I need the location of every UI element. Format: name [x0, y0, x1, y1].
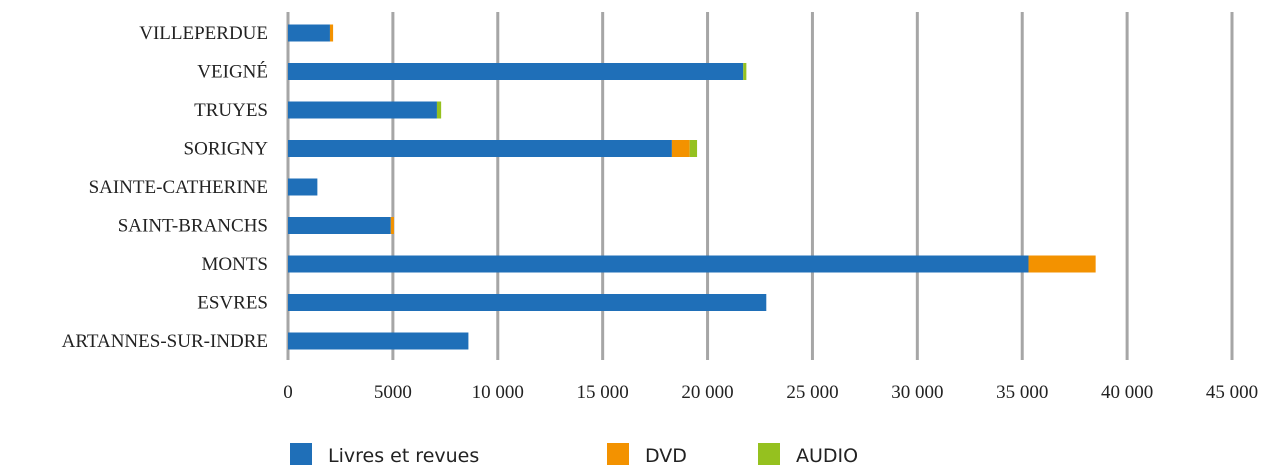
category-label: VEIGNÉ: [197, 61, 268, 83]
bar-segment: [288, 217, 391, 234]
x-tick-label: 20 000: [681, 382, 733, 403]
bar-segment: [329, 24, 334, 42]
category-label: SAINT-BRANCHS: [118, 216, 268, 237]
category-label: SAINTE-CATHERINE: [89, 177, 268, 198]
x-tick-label: 30 000: [891, 382, 943, 403]
legend-label: DVD: [645, 445, 687, 466]
bar-segment: [1028, 255, 1096, 273]
bar-segment: [288, 101, 437, 119]
x-tick-label: 5000: [374, 382, 412, 403]
x-tick-label: 45 000: [1206, 382, 1258, 403]
category-label: TRUYES: [194, 100, 268, 121]
bar-segment: [288, 178, 318, 196]
x-tick-labels: 0 5000 10 000 15 000 20 000 25 000 30 000 35 00…: [283, 382, 1258, 403]
x-tick-label: 10 000: [472, 382, 524, 403]
legend-swatch: [290, 443, 312, 465]
bar-segment: [390, 217, 394, 234]
category-labels: ARTANNES-SUR-INDRE ESVRES MONTS SAINT-BRANC…: [62, 23, 269, 352]
x-tick-label: 35 000: [996, 382, 1048, 403]
category-label: ARTANNES-SUR-INDRE: [62, 331, 268, 352]
bar-segment: [288, 255, 1029, 273]
bar-segment: [743, 63, 747, 80]
x-tick-label: 40 000: [1101, 382, 1153, 403]
bar-segment: [288, 294, 767, 311]
bar-segment: [288, 140, 672, 157]
bars: [288, 24, 1096, 350]
bar-segment: [288, 63, 744, 80]
category-label: SORIGNY: [184, 139, 269, 160]
bar-segment: [689, 140, 698, 157]
category-label: ESVRES: [197, 293, 268, 314]
x-tick-label: 15 000: [577, 382, 629, 403]
legend-swatch: [607, 443, 629, 465]
bar-segment: [436, 101, 442, 119]
legend-label: Livres et revues: [328, 445, 479, 466]
legend-label: AUDIO: [796, 445, 858, 466]
legend-swatch: [758, 443, 780, 465]
x-tick-label: 0: [283, 382, 293, 403]
bar-segment: [671, 140, 690, 157]
bar-segment: [288, 332, 469, 350]
category-label: VILLEPERDUE: [139, 23, 268, 44]
x-tick-label: 25 000: [786, 382, 838, 403]
category-label: MONTS: [201, 254, 268, 275]
bar-segment: [288, 24, 330, 42]
legend: Livres et revues DVD AUDIO: [290, 443, 858, 466]
